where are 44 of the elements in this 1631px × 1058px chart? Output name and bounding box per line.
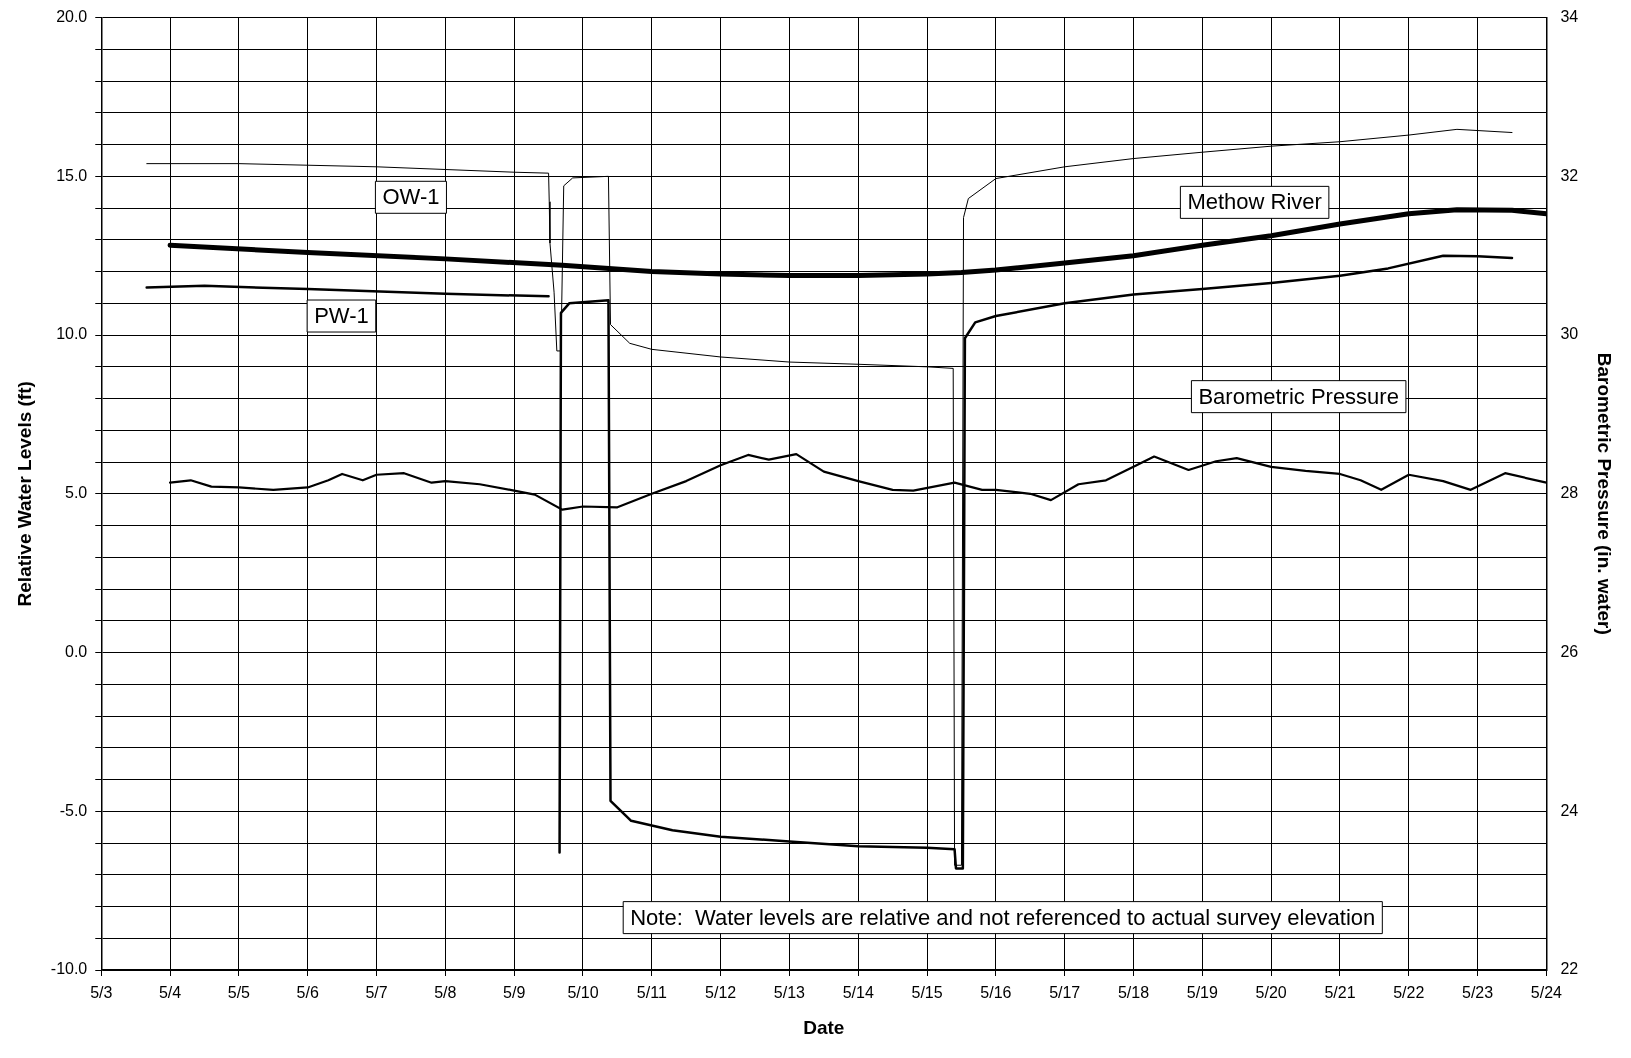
x-tick-label: 5/14 [842, 984, 874, 1002]
y-tick-label: -5.0 [59, 801, 88, 819]
y-tick-label: -10.0 [50, 960, 88, 978]
x-tick-label: 5/21 [1324, 984, 1356, 1002]
y2-axis-title: Barometric Pressure (in. water) [1594, 352, 1616, 635]
x-tick-label: 5/3 [90, 984, 113, 1002]
y-tick-label: 20.0 [56, 8, 88, 26]
y-tick-label: 15.0 [56, 166, 88, 184]
y-tick-label: 0.0 [65, 642, 88, 660]
series-label: OW-1 [382, 184, 440, 210]
y-axis-title: Relative Water Levels (ft) [13, 381, 35, 607]
x-tick-label: 5/23 [1462, 984, 1494, 1002]
x-tick-label: 5/7 [365, 984, 388, 1002]
x-tick-label: 5/9 [503, 984, 526, 1002]
x-tick-label: 5/18 [1117, 984, 1150, 1002]
y2-tick-label: 32 [1560, 166, 1579, 184]
y-tick-label: 10.0 [56, 325, 88, 343]
y2-tick-label: 28 [1560, 484, 1579, 502]
series-label: PW-1 [314, 303, 369, 329]
x-tick-label: 5/15 [911, 984, 943, 1002]
y2-tick-label: 30 [1560, 325, 1579, 343]
x-tick-label: 5/4 [158, 984, 182, 1002]
x-tick-label: 5/10 [567, 984, 599, 1002]
series-label: Methow River [1187, 189, 1322, 215]
y2-tick-label: 34 [1560, 8, 1579, 26]
x-tick-label: 5/20 [1255, 984, 1287, 1002]
x-tick-label: 5/16 [980, 984, 1012, 1002]
y2-tick-label: 24 [1560, 801, 1579, 819]
y2-tick-label: 26 [1560, 642, 1579, 660]
y2-tick-label: 22 [1560, 960, 1579, 978]
x-tick-label: 5/22 [1393, 984, 1425, 1002]
y-tick-label: 5.0 [65, 484, 88, 502]
x-axis-title: Date [803, 1016, 845, 1038]
x-tick-label: 5/11 [636, 984, 667, 1002]
x-tick-label: 5/17 [1049, 984, 1081, 1002]
x-tick-label: 5/19 [1186, 984, 1218, 1002]
text: Barometric Pressure [1198, 383, 1399, 409]
x-tick-label: 5/8 [434, 984, 457, 1002]
x-tick-label: 5/13 [773, 984, 806, 1002]
annotation: Note: Water levels are relative and not referenced to actual survey elevation [630, 904, 1376, 930]
x-tick-label: 5/12 [705, 984, 737, 1002]
x-tick-label: 5/6 [296, 984, 319, 1002]
x-tick-label: 5/5 [227, 984, 251, 1002]
x-tick-label: 5/24 [1530, 984, 1563, 1002]
